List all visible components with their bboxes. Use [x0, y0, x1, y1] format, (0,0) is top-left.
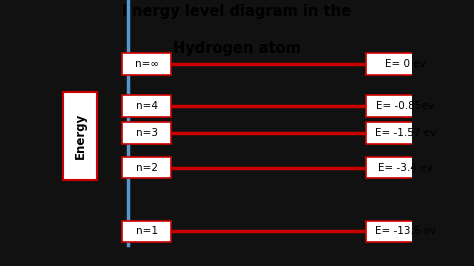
Text: n=3: n=3	[136, 128, 158, 138]
Text: E= -1.57 ev: E= -1.57 ev	[374, 128, 436, 138]
FancyBboxPatch shape	[366, 95, 445, 117]
FancyBboxPatch shape	[64, 92, 97, 180]
FancyBboxPatch shape	[122, 122, 172, 144]
FancyBboxPatch shape	[366, 122, 445, 144]
FancyBboxPatch shape	[122, 53, 172, 75]
Text: E= 0 ev: E= 0 ev	[385, 59, 426, 69]
Text: n=4: n=4	[136, 101, 158, 111]
Text: Energy level diagram in the: Energy level diagram in the	[122, 4, 352, 19]
FancyBboxPatch shape	[366, 221, 445, 242]
Text: E= -13.6 ev: E= -13.6 ev	[374, 226, 436, 236]
FancyBboxPatch shape	[122, 95, 172, 117]
Text: E= -0.85ev: E= -0.85ev	[376, 101, 434, 111]
Text: n=2: n=2	[136, 163, 158, 173]
FancyBboxPatch shape	[122, 157, 172, 178]
Text: E= -3.4 ev: E= -3.4 ev	[378, 163, 432, 173]
FancyBboxPatch shape	[366, 53, 445, 75]
FancyBboxPatch shape	[366, 157, 445, 178]
Text: n=1: n=1	[136, 226, 158, 236]
Text: Energy: Energy	[73, 113, 87, 159]
Text: n=∞: n=∞	[135, 59, 159, 69]
FancyBboxPatch shape	[122, 221, 172, 242]
Text: Hydrogen atom: Hydrogen atom	[173, 41, 301, 56]
